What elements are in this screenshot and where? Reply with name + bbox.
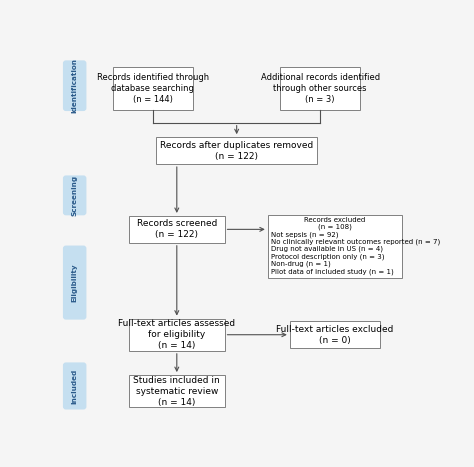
Text: Studies included in
systematic review
(n = 14): Studies included in systematic review (n… (133, 375, 220, 407)
Bar (290, 321, 380, 348)
Text: Not sepsis (n = 92): Not sepsis (n = 92) (271, 231, 338, 238)
Text: Records after duplicates removed
(n = 122): Records after duplicates removed (n = 12… (160, 141, 313, 161)
Text: Identification: Identification (72, 58, 78, 113)
FancyBboxPatch shape (63, 176, 86, 215)
Bar (280, 67, 360, 110)
Bar (112, 67, 193, 110)
Bar (129, 318, 225, 351)
Text: (n = 108): (n = 108) (318, 224, 352, 230)
Text: Records screened
(n = 122): Records screened (n = 122) (137, 219, 217, 240)
Text: Screening: Screening (72, 175, 78, 216)
Text: Full-text articles excluded
(n = 0): Full-text articles excluded (n = 0) (276, 325, 393, 345)
FancyBboxPatch shape (63, 60, 86, 111)
Bar (268, 215, 402, 278)
Text: Pilot data of included study (n = 1): Pilot data of included study (n = 1) (271, 268, 393, 275)
Text: Drug not available in US (n = 4): Drug not available in US (n = 4) (271, 246, 383, 253)
Bar (129, 216, 225, 243)
Text: Records excluded: Records excluded (304, 217, 365, 223)
Bar (156, 137, 318, 164)
FancyBboxPatch shape (63, 362, 86, 410)
Text: Full-text articles assessed
for eligibility
(n = 14): Full-text articles assessed for eligibil… (118, 319, 236, 350)
Text: Non-drug (n = 1): Non-drug (n = 1) (271, 261, 330, 267)
Text: Included: Included (72, 368, 78, 403)
Text: No clinically relevant outcomes reported (n = 7): No clinically relevant outcomes reported… (271, 239, 440, 245)
Bar (129, 375, 225, 407)
Text: Records identified through
database searching
(n = 144): Records identified through database sear… (97, 73, 209, 104)
Text: Additional records identified
through other sources
(n = 3): Additional records identified through ot… (261, 73, 380, 104)
Text: Eligibility: Eligibility (72, 263, 78, 302)
Text: Protocol description only (n = 3): Protocol description only (n = 3) (271, 254, 384, 260)
FancyBboxPatch shape (63, 246, 86, 319)
